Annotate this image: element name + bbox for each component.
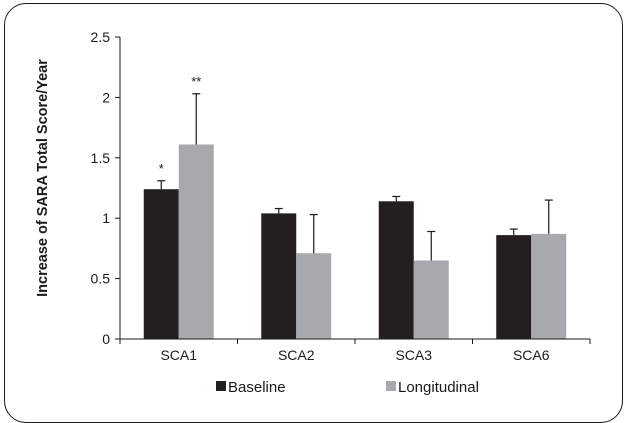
bar-baseline-sca1 <box>143 189 179 339</box>
legend-swatch-baseline <box>216 381 226 391</box>
bar-baseline-sca3 <box>378 201 414 339</box>
x-tick-label: SCA3 <box>395 347 432 363</box>
legend-swatch-longitudinal <box>386 381 396 391</box>
significance-marker: * <box>159 161 164 176</box>
axes: SCA1 SCA2 SCA3 SCA6 <box>119 37 591 363</box>
bar-baseline-sca2 <box>261 213 297 339</box>
y-tick-label: 2 <box>102 89 110 105</box>
bar-longitudinal-sca2 <box>296 253 332 339</box>
y-axis-label: Increase of SARA Total Score/Year <box>35 59 51 297</box>
legend-label-longitudinal: Longitudinal <box>398 379 479 396</box>
y-tick-label: 0.5 <box>91 271 111 287</box>
bars: *** <box>143 74 567 339</box>
y-tick-label: 2.5 <box>91 29 111 45</box>
x-tick-label: SCA1 <box>160 347 197 363</box>
legend: Baseline Longitudinal <box>216 379 479 396</box>
bar-longitudinal-sca6 <box>531 233 567 339</box>
legend-label-baseline: Baseline <box>228 379 286 396</box>
significance-marker: ** <box>191 74 201 89</box>
y-tick-label: 1 <box>102 210 110 226</box>
bar-longitudinal-sca1 <box>178 144 214 339</box>
bar-longitudinal-sca3 <box>413 260 449 339</box>
x-tick-label: SCA2 <box>278 347 315 363</box>
y-tick-label: 1.5 <box>91 150 111 166</box>
y-tick-label: 0 <box>102 331 110 347</box>
bar-baseline-sca6 <box>496 235 532 339</box>
x-tick-label: SCA6 <box>513 347 550 363</box>
bar-chart: Increase of SARA Total Score/Year 0 0.5 1 1… <box>35 29 591 396</box>
y-axis-ticks: 0 0.5 1 1.5 2 2.5 <box>91 29 120 347</box>
